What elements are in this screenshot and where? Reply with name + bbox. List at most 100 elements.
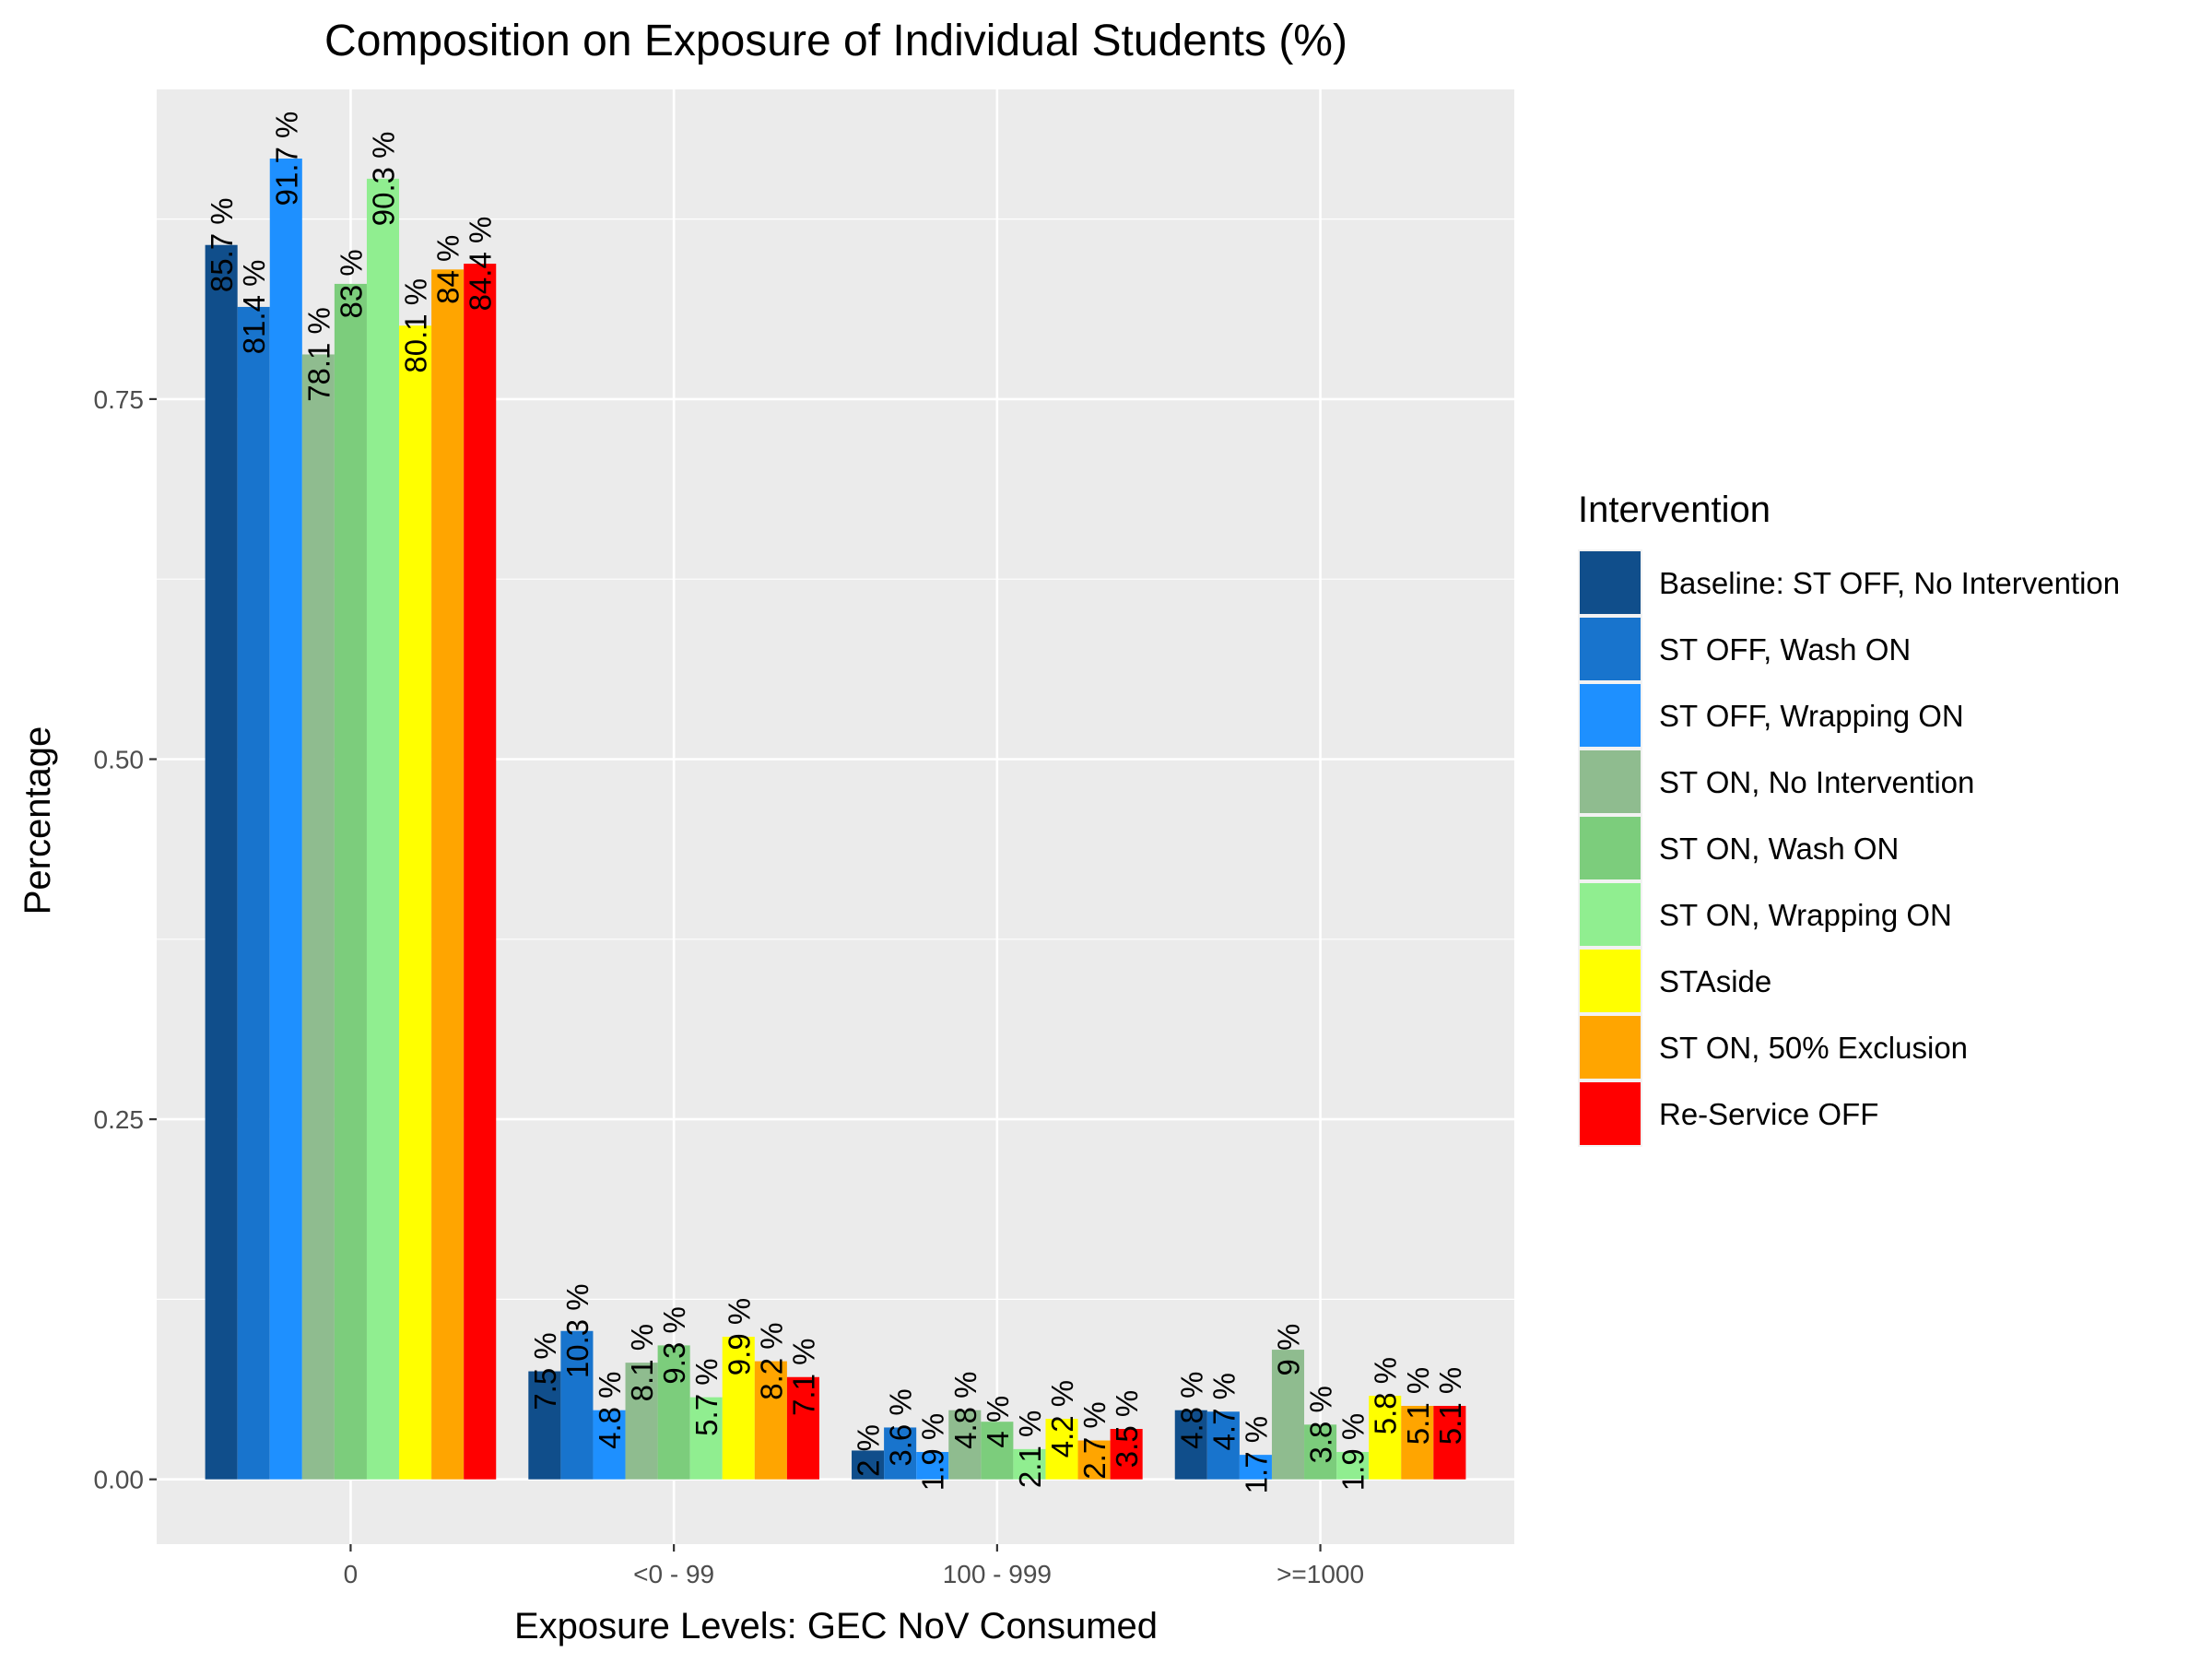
bar-value-label: 2.1 %: [1013, 1410, 1047, 1488]
bar: [916, 1452, 949, 1480]
bar-value-label: 4.2 %: [1045, 1380, 1079, 1457]
bar: [431, 269, 465, 1480]
legend-swatch: [1580, 950, 1641, 1012]
bar-value-label: 1.9 %: [916, 1413, 950, 1491]
bar-value-label: 81.4 %: [237, 260, 271, 355]
bar-value-label: 1.9 %: [1336, 1413, 1371, 1491]
bar: [237, 306, 270, 1480]
legend-label: STAside: [1659, 964, 1771, 998]
bar-value-label: 4 %: [981, 1396, 1015, 1448]
bar-value-label: 3.8 %: [1304, 1386, 1338, 1463]
y-tick-label: 0.50: [94, 746, 145, 774]
bar: [1433, 1406, 1466, 1480]
legend-swatch: [1580, 1082, 1641, 1145]
bar-value-label: 9 %: [1272, 1324, 1306, 1376]
bar: [366, 178, 400, 1480]
bar-value-label: 8.1 %: [625, 1324, 659, 1401]
bar-value-label: 83 %: [334, 249, 368, 318]
bar: [464, 264, 497, 1480]
bar: [948, 1410, 982, 1480]
legend-swatch: [1580, 883, 1641, 946]
bar-value-label: 8.2 %: [754, 1322, 788, 1399]
bar: [301, 354, 335, 1480]
bar: [1304, 1424, 1337, 1480]
bar-value-label: 90.3 %: [367, 131, 401, 226]
bar: [1336, 1452, 1370, 1480]
legend-label: ST OFF, Wash ON: [1659, 632, 1911, 667]
bar-value-label: 80.1 %: [399, 278, 433, 373]
x-tick-label: 0: [344, 1560, 359, 1588]
legend-swatch: [1580, 551, 1641, 614]
bars: 85.7 % 7.5 % 2 % 4.8 % 81.4 % 10.3 % 3.6 % 4.7 …: [205, 112, 1467, 1494]
y-tick-label: 0.25: [94, 1105, 145, 1134]
bar-value-label: 84.4 %: [464, 217, 498, 312]
legend-label: Baseline: ST OFF, No Intervention: [1659, 566, 2120, 600]
bar-value-label: 4.7 %: [1206, 1373, 1241, 1450]
bar: [593, 1410, 626, 1480]
legend-label: ST ON, No Intervention: [1659, 765, 1974, 799]
bar: [269, 158, 302, 1480]
bar-value-label: 3.6 %: [884, 1388, 918, 1466]
bar: [1369, 1396, 1402, 1480]
axes: 0.00 0.25 0.50 0.75 0 <0 - 99 100 - 999 >=1000: [94, 385, 1365, 1588]
bar: [625, 1363, 658, 1480]
bar-value-label: 84 %: [431, 235, 465, 304]
legend-swatch: [1580, 684, 1641, 747]
x-tick-label: <0 - 99: [633, 1560, 714, 1588]
chart-title: Composition on Exposure of Individual St…: [324, 17, 1347, 65]
bar: [205, 244, 238, 1480]
bar: [981, 1422, 1014, 1480]
bar-value-label: 4.8 %: [1174, 1372, 1208, 1449]
bar: [852, 1450, 885, 1480]
bar: [722, 1337, 755, 1480]
bar-value-label: 4.8 %: [593, 1372, 627, 1449]
bar: [884, 1427, 917, 1480]
bar-value-label: 2.7 %: [1077, 1401, 1112, 1479]
bar: [1174, 1410, 1207, 1480]
legend-swatch: [1580, 1016, 1641, 1079]
bar-value-label: 9.9 %: [722, 1298, 756, 1375]
bar: [657, 1345, 690, 1480]
bar-value-label: 10.3 %: [560, 1283, 594, 1378]
bar-value-label: 5.1 %: [1433, 1367, 1467, 1445]
bar: [689, 1397, 723, 1480]
bar-value-label: 85.7 %: [205, 197, 239, 292]
x-tick-label: 100 - 999: [943, 1560, 1052, 1588]
bar-value-label: 2 %: [852, 1424, 886, 1477]
bar-value-label: 7.1 %: [786, 1339, 820, 1416]
legend-label: ST ON, Wrapping ON: [1659, 898, 1952, 932]
bar: [334, 283, 367, 1480]
bar: [1206, 1411, 1240, 1480]
legend-label: ST OFF, Wrapping ON: [1659, 699, 1964, 733]
bar-value-label: 5.1 %: [1401, 1367, 1435, 1445]
legend-label: ST ON, 50% Exclusion: [1659, 1031, 1968, 1065]
bar: [1401, 1406, 1434, 1480]
bar: [1239, 1455, 1272, 1480]
bar: [1110, 1429, 1143, 1480]
x-axis-title: Exposure Levels: GEC NoV Consumed: [514, 1606, 1158, 1646]
bar-value-label: 78.1 %: [301, 307, 335, 402]
bar: [1077, 1440, 1111, 1480]
bar-value-label: 3.5 %: [1110, 1390, 1144, 1468]
legend-label: ST ON, Wash ON: [1659, 832, 1899, 866]
y-tick-label: 0.00: [94, 1466, 145, 1494]
bar-value-label: 7.5 %: [528, 1332, 562, 1410]
bar-value-label: 5.8 %: [1369, 1357, 1403, 1434]
bar-value-label: 4.8 %: [948, 1372, 982, 1449]
legend-swatch: [1580, 817, 1641, 879]
legend-title: Intervention: [1578, 490, 1771, 530]
bar-value-label: 5.7 %: [689, 1358, 724, 1435]
legend: Intervention Baseline: ST OFF, No Interv…: [1578, 490, 2120, 1147]
bar-value-label: 91.7 %: [269, 112, 303, 207]
y-axis-title: Percentage: [18, 726, 58, 915]
bar: [399, 325, 432, 1480]
bar: [786, 1376, 819, 1480]
bar-value-label: 1.7 %: [1239, 1416, 1273, 1493]
bar-value-label: 9.3 %: [657, 1306, 691, 1384]
bar: [528, 1371, 561, 1480]
legend-label: Re-Service OFF: [1659, 1097, 1878, 1131]
bar: [1045, 1419, 1078, 1480]
legend-swatch: [1580, 750, 1641, 813]
